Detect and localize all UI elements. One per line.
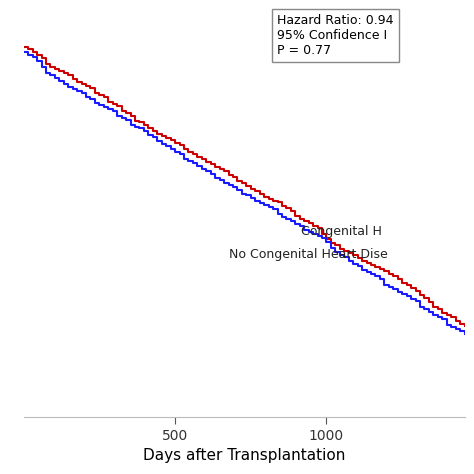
Text: Hazard Ratio: 0.94
95% Confidence I
P = 0.77: Hazard Ratio: 0.94 95% Confidence I P = … bbox=[277, 14, 394, 56]
X-axis label: Days after Transplantation: Days after Transplantation bbox=[143, 448, 345, 464]
Text: No Congenital Heart Dise: No Congenital Heart Dise bbox=[229, 248, 388, 261]
Text: Congenital H: Congenital H bbox=[301, 225, 383, 237]
